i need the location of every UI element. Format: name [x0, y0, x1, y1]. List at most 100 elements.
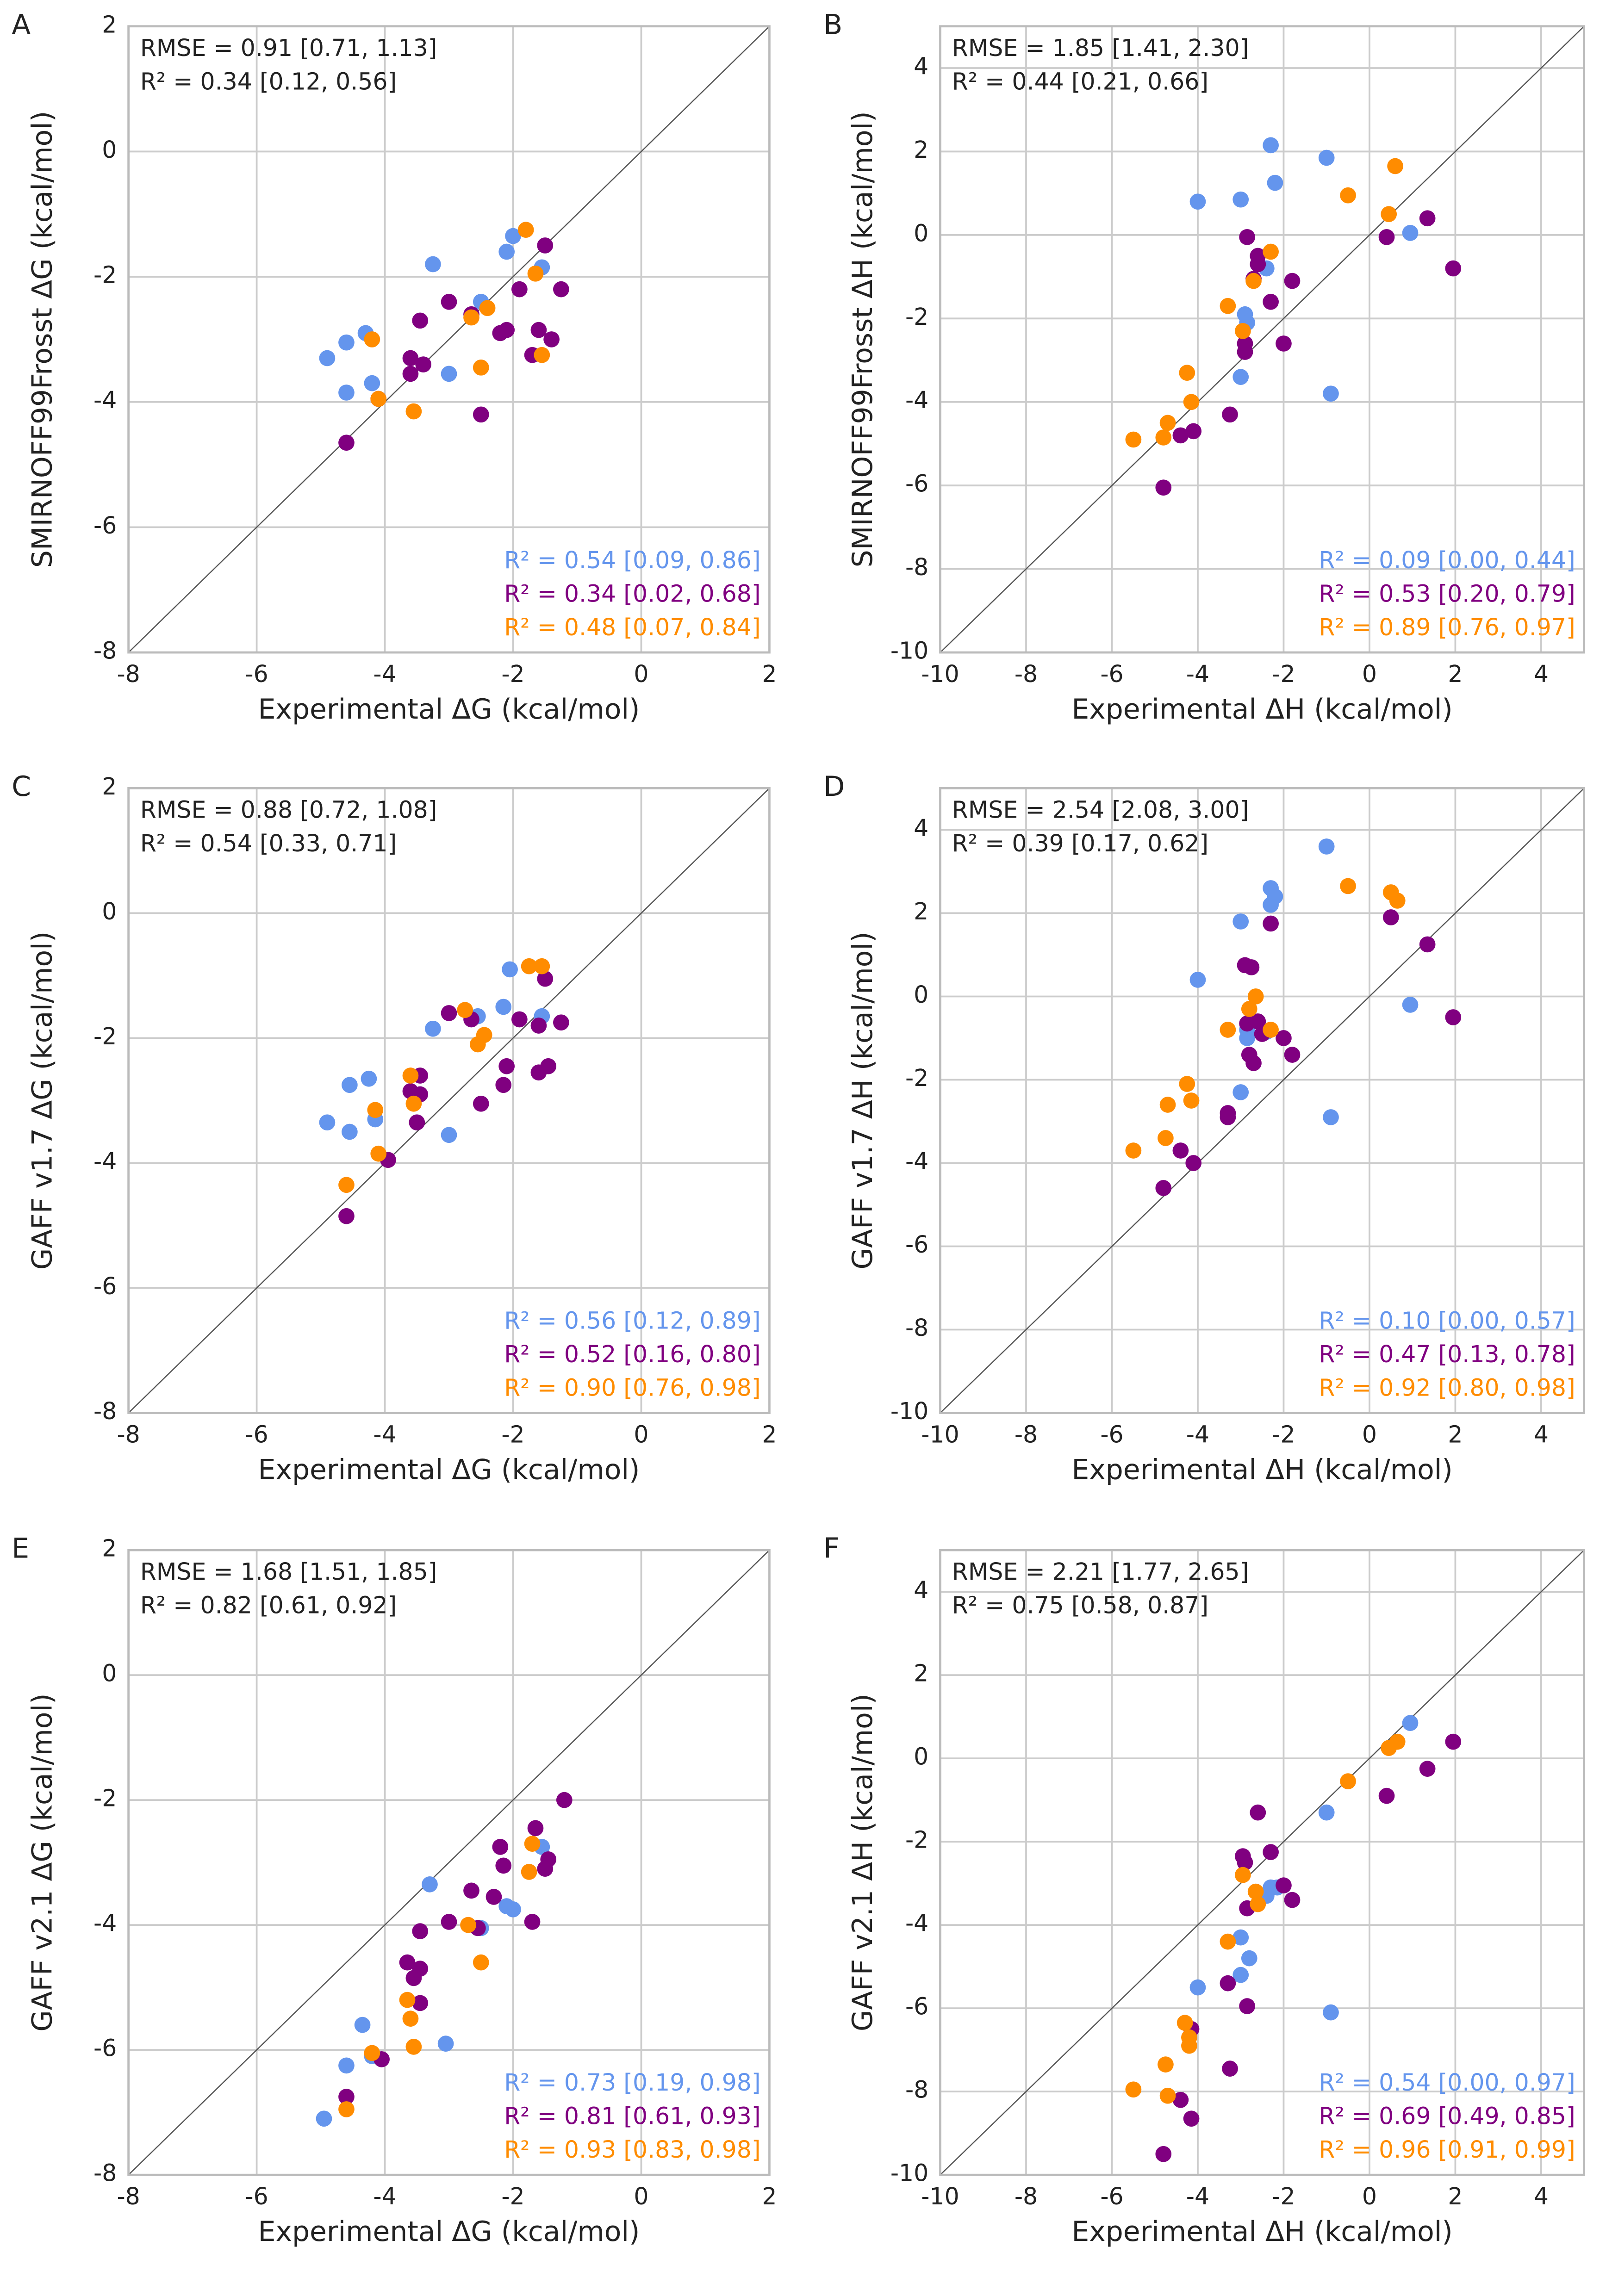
x-tick-label: -6 — [1100, 1421, 1123, 1448]
data-point — [1340, 1773, 1356, 1789]
data-point — [505, 1901, 521, 1917]
x-tick-label: 4 — [1534, 1421, 1549, 1448]
series-r2-label: R² = 0.52 [0.16, 0.80] — [504, 1340, 760, 1368]
annotation: RMSE = 1.85 [1.41, 2.30] — [952, 34, 1249, 62]
data-point — [415, 356, 431, 372]
data-point — [553, 281, 569, 298]
data-point — [1245, 273, 1262, 289]
data-point — [498, 1058, 515, 1074]
data-point — [527, 1820, 544, 1837]
data-point — [422, 1876, 438, 1893]
data-point — [540, 1058, 557, 1074]
plot-frame — [127, 1549, 771, 2176]
x-tick-label: 2 — [1448, 660, 1463, 688]
x-tick-label: -4 — [1186, 2183, 1209, 2210]
data-point — [1235, 323, 1251, 339]
data-point — [338, 334, 355, 351]
panel: -8 -6 -4 -2 0 2 -8 -6 -4 -2 0 2 R² = 0.73 [0.19, 0.9… — [12, 1533, 777, 2248]
data-point — [441, 293, 457, 310]
x-tick-label: 2 — [1448, 2183, 1463, 2210]
series-r2-label: R² = 0.81 [0.61, 0.93] — [504, 2103, 760, 2130]
data-point — [1276, 1030, 1292, 1046]
data-point — [1378, 229, 1395, 245]
y-tick-label: -8 — [905, 1314, 928, 1341]
data-point — [437, 2035, 454, 2052]
data-point — [495, 999, 512, 1015]
data-point — [441, 1914, 457, 1930]
data-point — [342, 1123, 358, 1140]
x-tick-label: -4 — [1186, 1421, 1209, 1448]
y-tick-label: -4 — [905, 1148, 928, 1175]
panel: -8 -6 -4 -2 0 2 -8 -6 -4 -2 0 2 R² = 0.54 [0.09, 0.8… — [12, 8, 777, 725]
data-point — [537, 970, 554, 987]
data-point — [1239, 1030, 1255, 1046]
data-point — [1419, 210, 1436, 227]
data-point — [338, 1177, 355, 1193]
data-point — [1263, 293, 1279, 310]
y-axis-label: SMIRNOFF99Frosst ΔG (kcal/mol) — [26, 111, 58, 568]
data-point — [517, 222, 534, 238]
data-point — [409, 1114, 425, 1131]
data-point — [1243, 959, 1260, 975]
x-tick-label: -4 — [373, 2183, 396, 2210]
data-point — [364, 375, 380, 391]
plot-frame — [127, 787, 771, 1414]
data-point — [1220, 1975, 1236, 1992]
data-point — [1189, 972, 1206, 988]
data-point — [505, 228, 521, 244]
x-tick-label: -4 — [1186, 660, 1209, 688]
x-tick-label: 0 — [634, 660, 648, 688]
data-point — [412, 1923, 429, 1939]
x-tick-label: 4 — [1534, 660, 1549, 688]
data-point — [473, 406, 489, 423]
data-point — [495, 1857, 512, 1874]
y-tick-label: -2 — [93, 261, 117, 289]
series-r2-label: R² = 0.89 [0.76, 0.97] — [1319, 614, 1575, 641]
y-tick-label: -8 — [93, 1397, 117, 1425]
data-point — [1159, 2087, 1176, 2104]
data-point — [534, 958, 550, 974]
data-point — [498, 243, 515, 260]
data-point — [1233, 369, 1249, 385]
x-tick-label: -2 — [1272, 2183, 1295, 2210]
y-tick-label: 0 — [102, 136, 117, 163]
panel: -8 -6 -4 -2 0 2 -8 -6 -4 -2 0 2 R² = 0.56 [0.12, 0.8… — [12, 770, 777, 1486]
data-point — [441, 1005, 457, 1021]
x-tick-label: -8 — [117, 1421, 140, 1448]
data-point — [1155, 2146, 1172, 2162]
identity-line — [940, 1550, 1585, 2176]
plot-frame — [939, 25, 1586, 654]
data-point — [441, 1127, 457, 1143]
identity-line — [128, 25, 770, 653]
annotation: RMSE = 0.88 [0.72, 1.08] — [140, 796, 437, 823]
data-point — [1263, 1022, 1279, 1038]
data-point — [1445, 1733, 1462, 1750]
series-r2-label: R² = 0.90 [0.76, 0.98] — [504, 1374, 760, 1402]
x-axis-label: Experimental ΔH (kcal/mol) — [1071, 2215, 1452, 2248]
annotation: R² = 0.82 [0.61, 0.92] — [140, 1592, 397, 1619]
data-point — [521, 1864, 537, 1880]
data-point — [1220, 1105, 1236, 1121]
annotation: R² = 0.34 [0.12, 0.56] — [140, 68, 397, 95]
y-tick-label: -6 — [905, 1993, 928, 2020]
identity-line — [128, 788, 770, 1414]
y-tick-label: -4 — [905, 1910, 928, 1937]
data-point — [1237, 1854, 1253, 1871]
series-r2-label: R² = 0.34 [0.02, 0.68] — [504, 580, 760, 608]
series-r2-label: R² = 0.10 [0.00, 0.57] — [1319, 1307, 1575, 1334]
y-tick-label: -10 — [890, 1397, 928, 1425]
data-point — [405, 403, 422, 420]
data-point — [1284, 1047, 1301, 1063]
y-tick-label: 2 — [102, 1535, 117, 1562]
x-axis-label: Experimental ΔH (kcal/mol) — [1071, 1453, 1452, 1486]
data-point — [537, 237, 554, 254]
series-r2-label: R² = 0.54 [0.00, 0.97] — [1319, 2069, 1575, 2096]
identity-line — [128, 1550, 770, 2176]
data-point — [1323, 2004, 1339, 2021]
annotation: R² = 0.75 [0.58, 0.87] — [952, 1592, 1208, 1619]
data-point — [1185, 1155, 1202, 1171]
series-r2-label: R² = 0.47 [0.13, 0.78] — [1319, 1340, 1575, 1368]
data-point — [1125, 431, 1142, 448]
data-point — [1233, 1084, 1249, 1100]
